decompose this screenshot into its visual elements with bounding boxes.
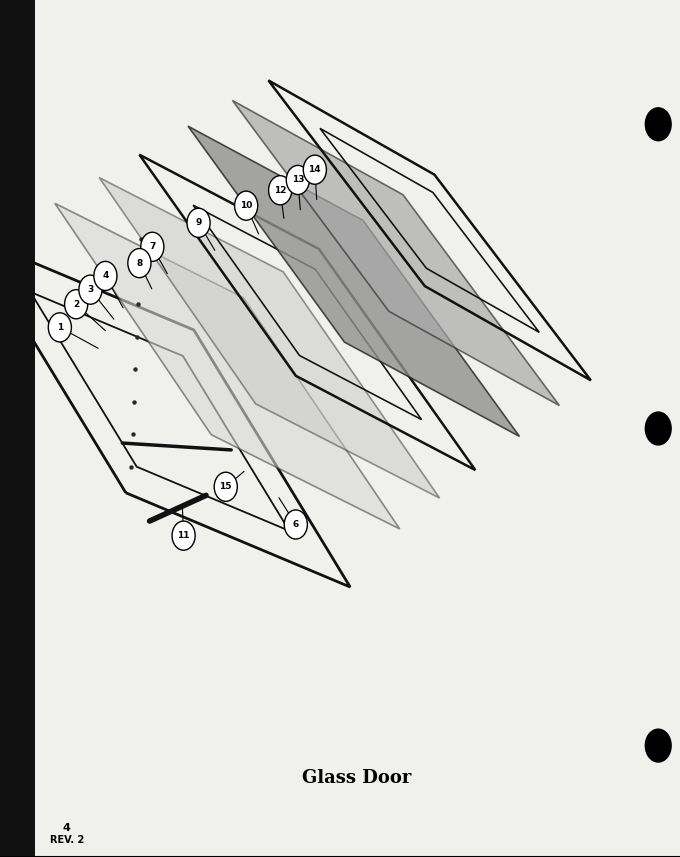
Text: 4: 4 — [102, 272, 109, 280]
Text: 15: 15 — [220, 482, 232, 491]
Text: 9: 9 — [195, 219, 202, 227]
Text: 6: 6 — [292, 520, 299, 529]
Polygon shape — [233, 100, 560, 405]
Circle shape — [141, 232, 164, 261]
Text: REV. 2: REV. 2 — [50, 835, 84, 845]
Circle shape — [235, 191, 258, 220]
Polygon shape — [99, 177, 439, 498]
Text: 13: 13 — [292, 176, 304, 184]
Circle shape — [303, 155, 326, 184]
Circle shape — [214, 472, 237, 501]
Circle shape — [172, 521, 195, 550]
Text: 7: 7 — [149, 243, 156, 251]
Circle shape — [94, 261, 117, 291]
Circle shape — [65, 290, 88, 319]
Text: 3: 3 — [87, 285, 94, 294]
Circle shape — [269, 176, 292, 205]
Circle shape — [284, 510, 307, 539]
Circle shape — [645, 107, 672, 141]
Circle shape — [128, 249, 151, 278]
Text: 4: 4 — [63, 823, 71, 833]
Circle shape — [79, 275, 102, 304]
Text: 12: 12 — [274, 186, 286, 195]
Circle shape — [187, 208, 210, 237]
Circle shape — [286, 165, 309, 195]
Polygon shape — [188, 126, 520, 436]
Text: 8: 8 — [136, 259, 143, 267]
Bar — [0, 0, 35, 857]
Text: 14: 14 — [309, 165, 321, 174]
Circle shape — [48, 313, 71, 342]
Text: 2: 2 — [73, 300, 80, 309]
Circle shape — [645, 411, 672, 446]
Text: Glass Door: Glass Door — [303, 769, 411, 788]
Text: 10: 10 — [240, 201, 252, 210]
Circle shape — [645, 728, 672, 763]
Text: 11: 11 — [177, 531, 190, 540]
Text: 1: 1 — [56, 323, 63, 332]
Polygon shape — [55, 203, 400, 529]
